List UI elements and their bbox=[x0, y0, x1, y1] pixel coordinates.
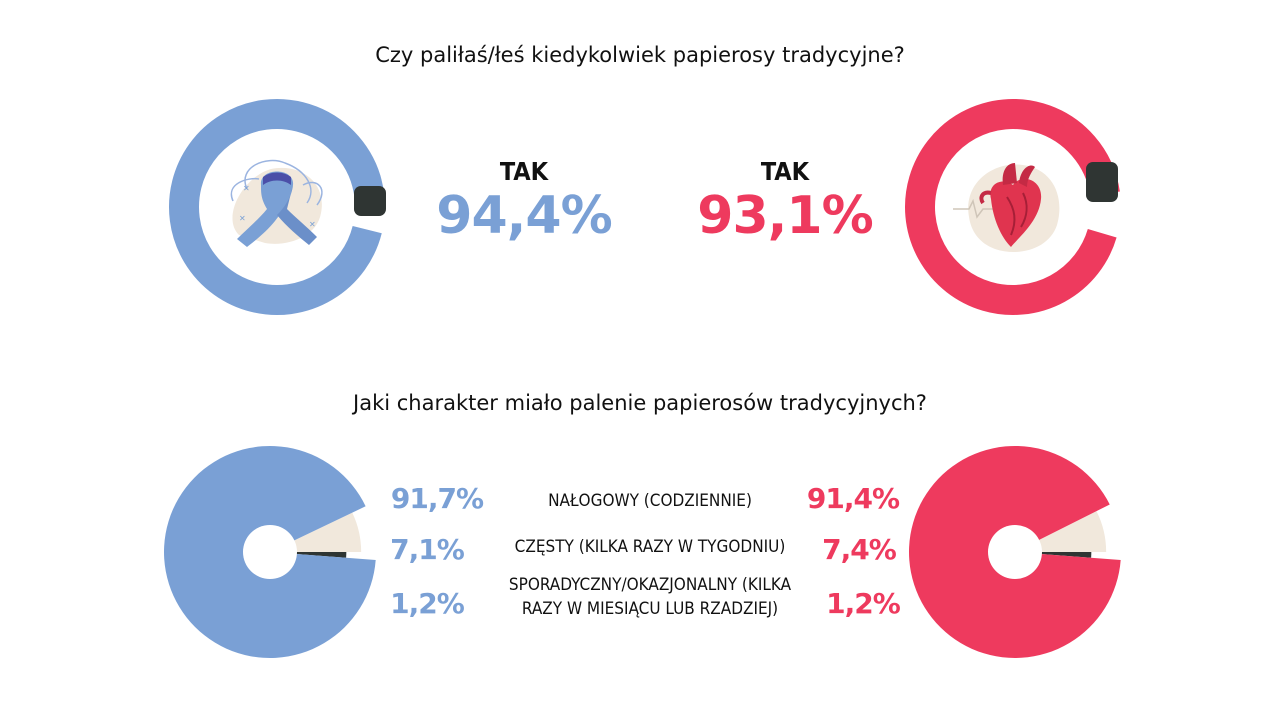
svg-text:✕: ✕ bbox=[239, 214, 246, 223]
value-label-left: 94,4% bbox=[436, 186, 612, 246]
pie-left-value-3: 1,2% bbox=[390, 587, 465, 620]
question-1-title: Czy paliłaś/łeś kiedykolwiek papierosy t… bbox=[375, 43, 905, 67]
pie-left-value-1: 91,7% bbox=[390, 482, 484, 515]
donut-value-arc-left bbox=[169, 99, 385, 315]
question-2-title: Jaki charakter miało palenie papierosów … bbox=[353, 391, 927, 415]
pie-chart-right bbox=[909, 445, 1121, 658]
pie-right-value-3: 1,2% bbox=[826, 587, 901, 620]
pie-chart-left bbox=[163, 445, 376, 658]
category-label-1: NAŁOGOWY (CODZIENNIE) bbox=[488, 489, 812, 513]
category-label-3-line-2: RAZY W MIESIĄCU LUB RZADZIEJ) bbox=[521, 599, 779, 619]
svg-text:✕: ✕ bbox=[309, 220, 316, 229]
pie-right-value-1: 91,4% bbox=[806, 482, 900, 515]
pie-right-center-hole bbox=[988, 525, 1042, 579]
pie-left-center-hole bbox=[243, 525, 297, 579]
donut-remainder-marker-left bbox=[354, 186, 386, 216]
category-label-2: CZĘSTY (KILKA RAZY W TYGODNIU) bbox=[488, 535, 812, 559]
category-label-3-line-1: SPORADYCZNY/OKAZJONALNY (KILKA bbox=[508, 575, 792, 595]
category-label-3: SPORADYCZNY/OKAZJONALNY (KILKA RAZY W MI… bbox=[488, 573, 812, 621]
svg-text:✕: ✕ bbox=[243, 184, 250, 193]
awareness-ribbon-icon: ✕ ✕ ✕ bbox=[230, 159, 323, 247]
heart-icon bbox=[953, 163, 1060, 252]
answer-label-right: TAK bbox=[760, 157, 810, 186]
value-label-right: 93,1% bbox=[697, 186, 873, 246]
pie-left-value-2: 7,1% bbox=[390, 533, 465, 566]
donut-chart-right bbox=[905, 98, 1121, 315]
category-label-2-line-1: CZĘSTY (KILKA RAZY W TYGODNIU) bbox=[514, 537, 786, 557]
donut-chart-left: ✕ ✕ ✕ bbox=[169, 99, 386, 315]
answer-label-left: TAK bbox=[499, 157, 549, 186]
donut-value-arc-right bbox=[905, 98, 1121, 315]
pie-right-value-2: 7,4% bbox=[822, 533, 897, 566]
donut-remainder-marker-right bbox=[1086, 162, 1118, 202]
category-label-1-line-1: NAŁOGOWY (CODZIENNIE) bbox=[548, 491, 752, 511]
